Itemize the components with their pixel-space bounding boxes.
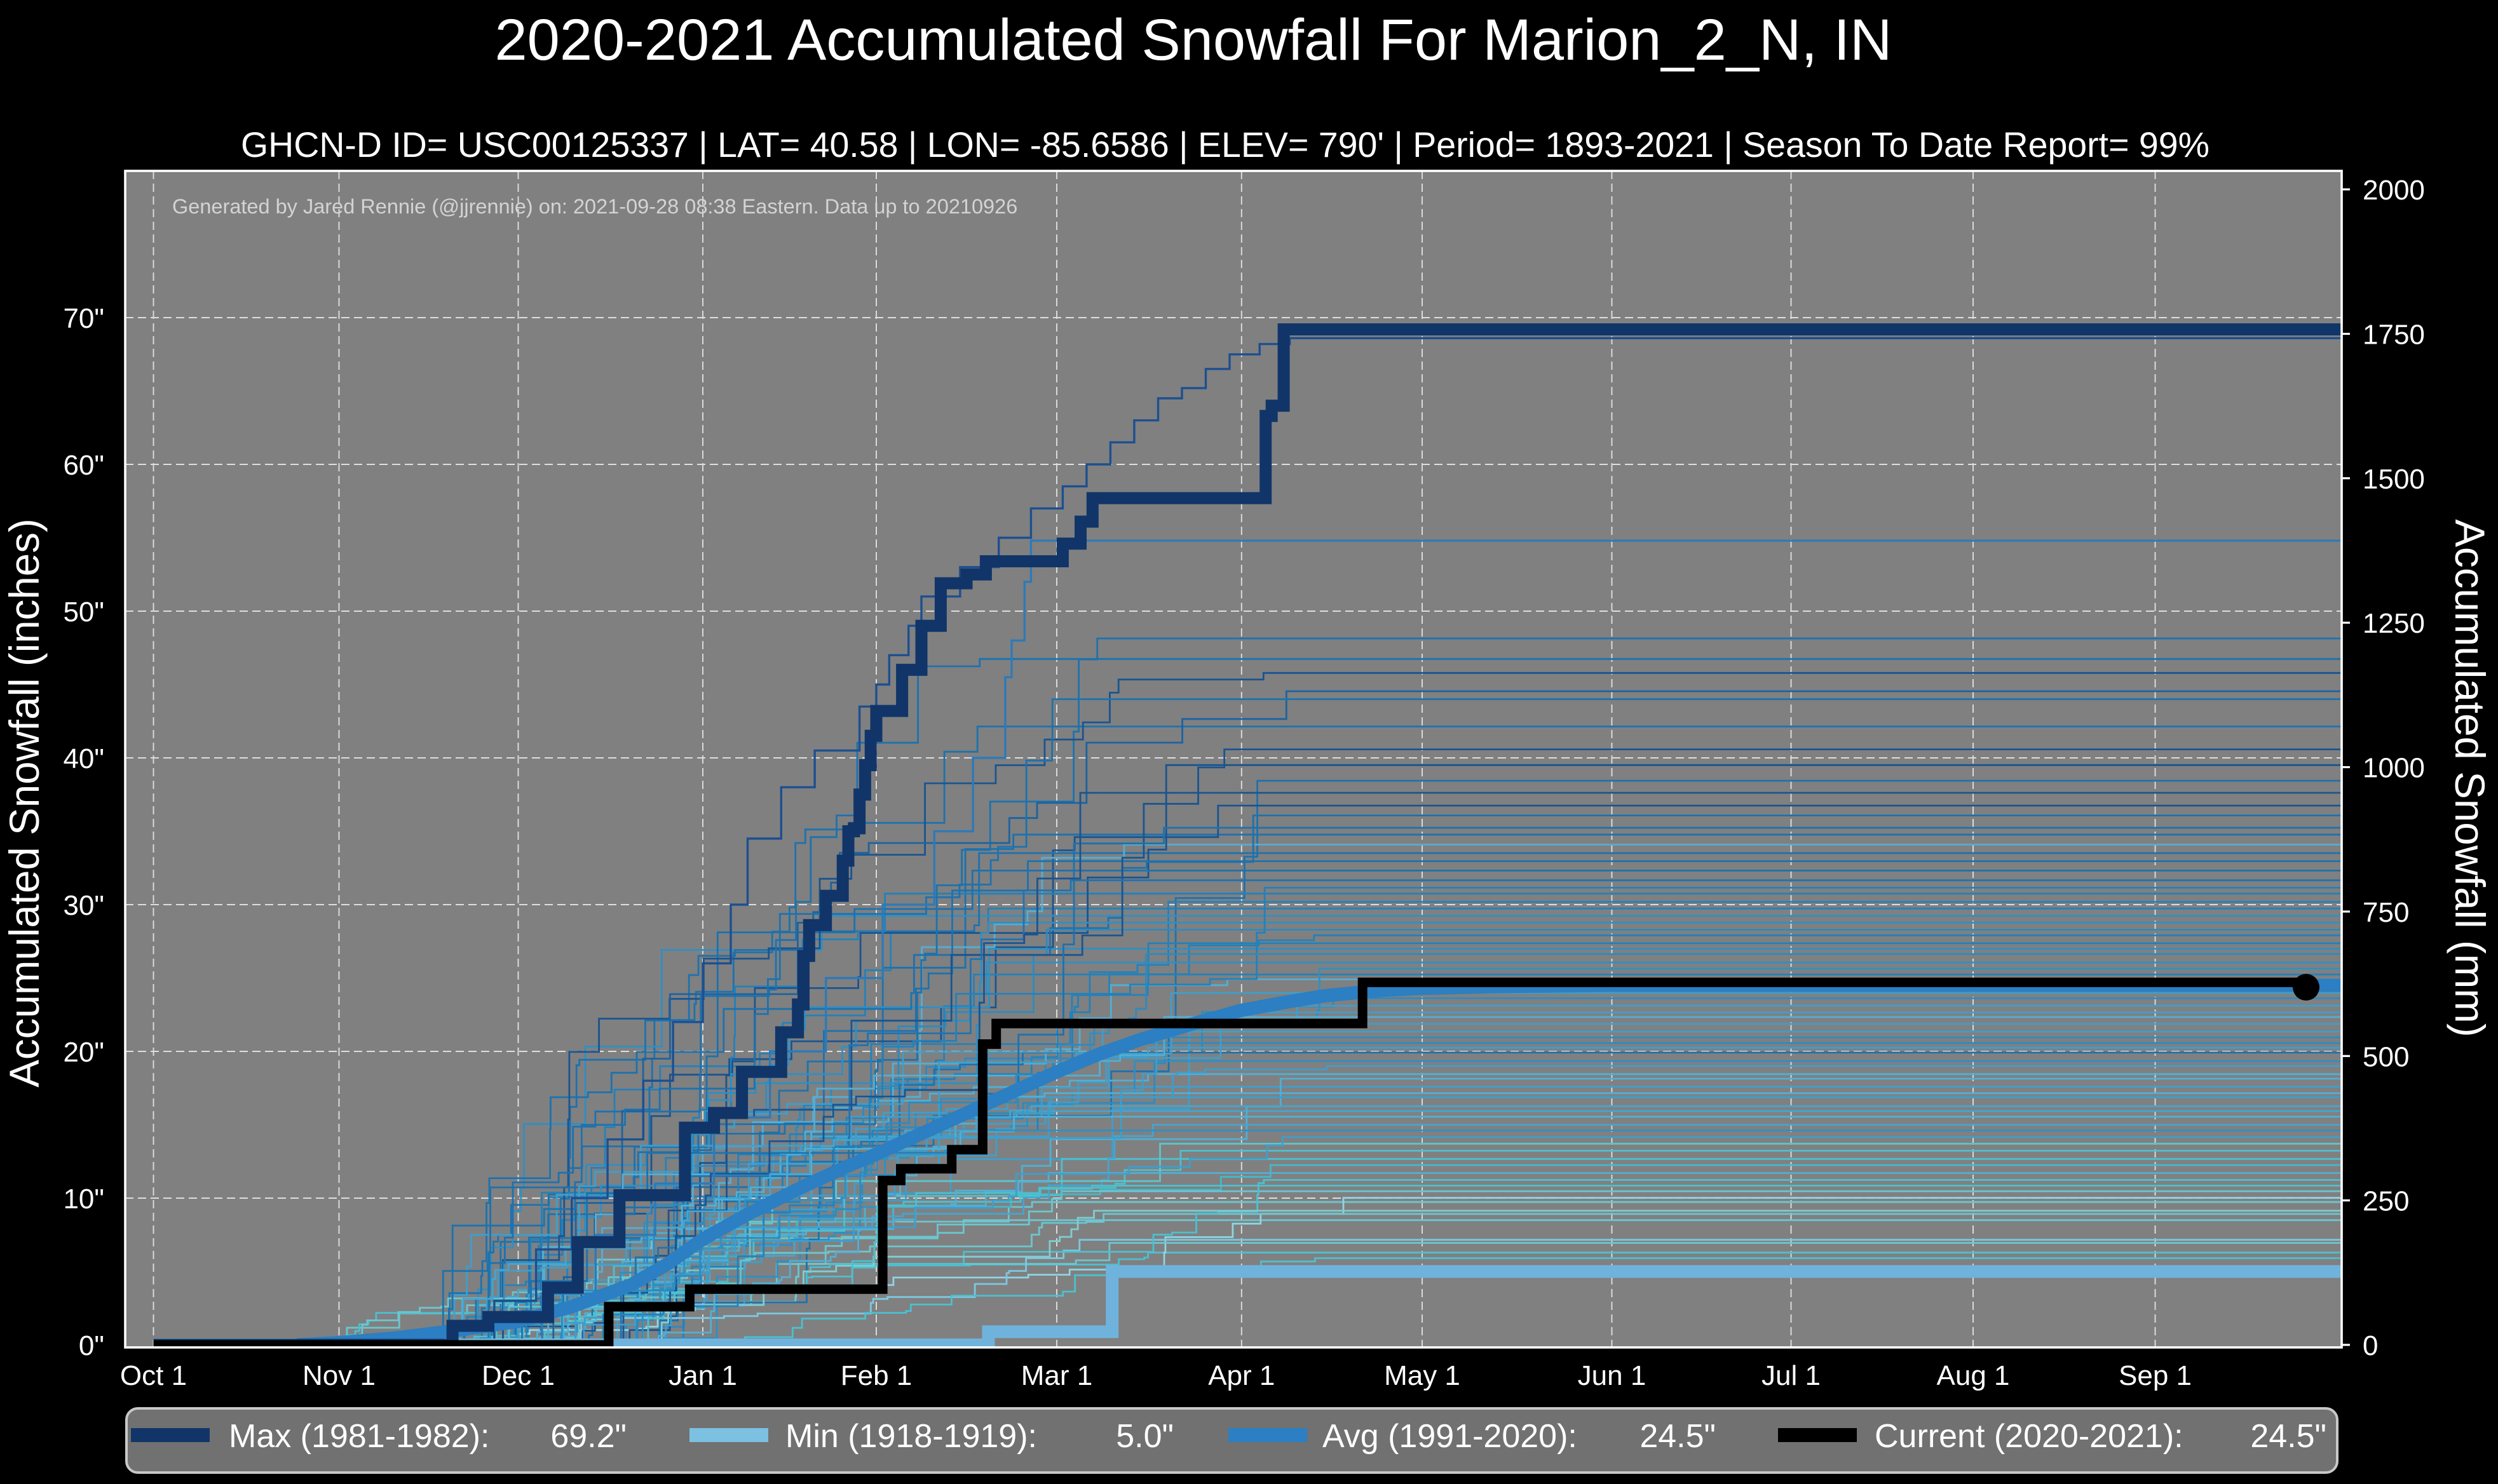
svg-text:GHCN-D ID= USC00125337 | LAT=: GHCN-D ID= USC00125337 | LAT= 40.58 | LO… <box>241 125 2210 165</box>
svg-text:30": 30" <box>63 890 104 921</box>
svg-text:Aug 1: Aug 1 <box>1937 1360 2010 1391</box>
svg-text:2000: 2000 <box>2363 175 2425 206</box>
svg-text:Avg (1991-2020):: Avg (1991-2020): <box>1322 1418 1577 1455</box>
svg-text:5.0": 5.0" <box>1116 1418 1174 1455</box>
svg-text:May 1: May 1 <box>1384 1360 1460 1391</box>
svg-text:24.5": 24.5" <box>2250 1418 2326 1455</box>
svg-text:750: 750 <box>2363 897 2409 928</box>
svg-text:0: 0 <box>2363 1330 2378 1361</box>
svg-text:Min (1918-1919):: Min (1918-1919): <box>785 1418 1037 1455</box>
svg-text:250: 250 <box>2363 1186 2409 1217</box>
svg-text:Max (1981-1982):: Max (1981-1982): <box>229 1418 489 1455</box>
svg-text:Accumulated Snowfall (mm): Accumulated Snowfall (mm) <box>2447 519 2493 1037</box>
svg-text:20": 20" <box>63 1037 104 1068</box>
svg-text:1500: 1500 <box>2363 464 2425 495</box>
svg-text:24.5": 24.5" <box>1639 1418 1716 1455</box>
svg-text:2020-2021 Accumulated Snowfall: 2020-2021 Accumulated Snowfall For Mario… <box>495 8 1892 72</box>
svg-text:60": 60" <box>63 450 104 481</box>
svg-text:10": 10" <box>63 1184 104 1215</box>
svg-text:0": 0" <box>79 1330 104 1361</box>
svg-text:69.2": 69.2" <box>550 1418 627 1455</box>
svg-text:Nov 1: Nov 1 <box>302 1360 376 1391</box>
svg-text:40": 40" <box>63 743 104 774</box>
svg-text:Feb 1: Feb 1 <box>841 1360 913 1391</box>
svg-text:1000: 1000 <box>2363 753 2425 784</box>
svg-text:Jan 1: Jan 1 <box>669 1360 737 1391</box>
svg-text:Dec 1: Dec 1 <box>482 1360 555 1391</box>
svg-text:Apr 1: Apr 1 <box>1208 1360 1275 1391</box>
svg-text:70": 70" <box>63 303 104 334</box>
svg-text:500: 500 <box>2363 1041 2409 1072</box>
svg-text:Mar 1: Mar 1 <box>1021 1360 1092 1391</box>
svg-text:Generated by Jared Rennie (@jj: Generated by Jared Rennie (@jjrennie) on… <box>172 195 1017 218</box>
svg-text:Accumulated Snowfall (inches): Accumulated Snowfall (inches) <box>1 518 48 1088</box>
svg-text:Current (2020-2021):: Current (2020-2021): <box>1875 1418 2183 1455</box>
svg-text:Jul 1: Jul 1 <box>1761 1360 1821 1391</box>
svg-text:50": 50" <box>63 597 104 628</box>
svg-text:Oct 1: Oct 1 <box>120 1360 187 1391</box>
svg-text:Jun 1: Jun 1 <box>1578 1360 1646 1391</box>
svg-text:1250: 1250 <box>2363 608 2425 639</box>
svg-text:Sep 1: Sep 1 <box>2119 1360 2192 1391</box>
svg-text:1750: 1750 <box>2363 320 2425 351</box>
